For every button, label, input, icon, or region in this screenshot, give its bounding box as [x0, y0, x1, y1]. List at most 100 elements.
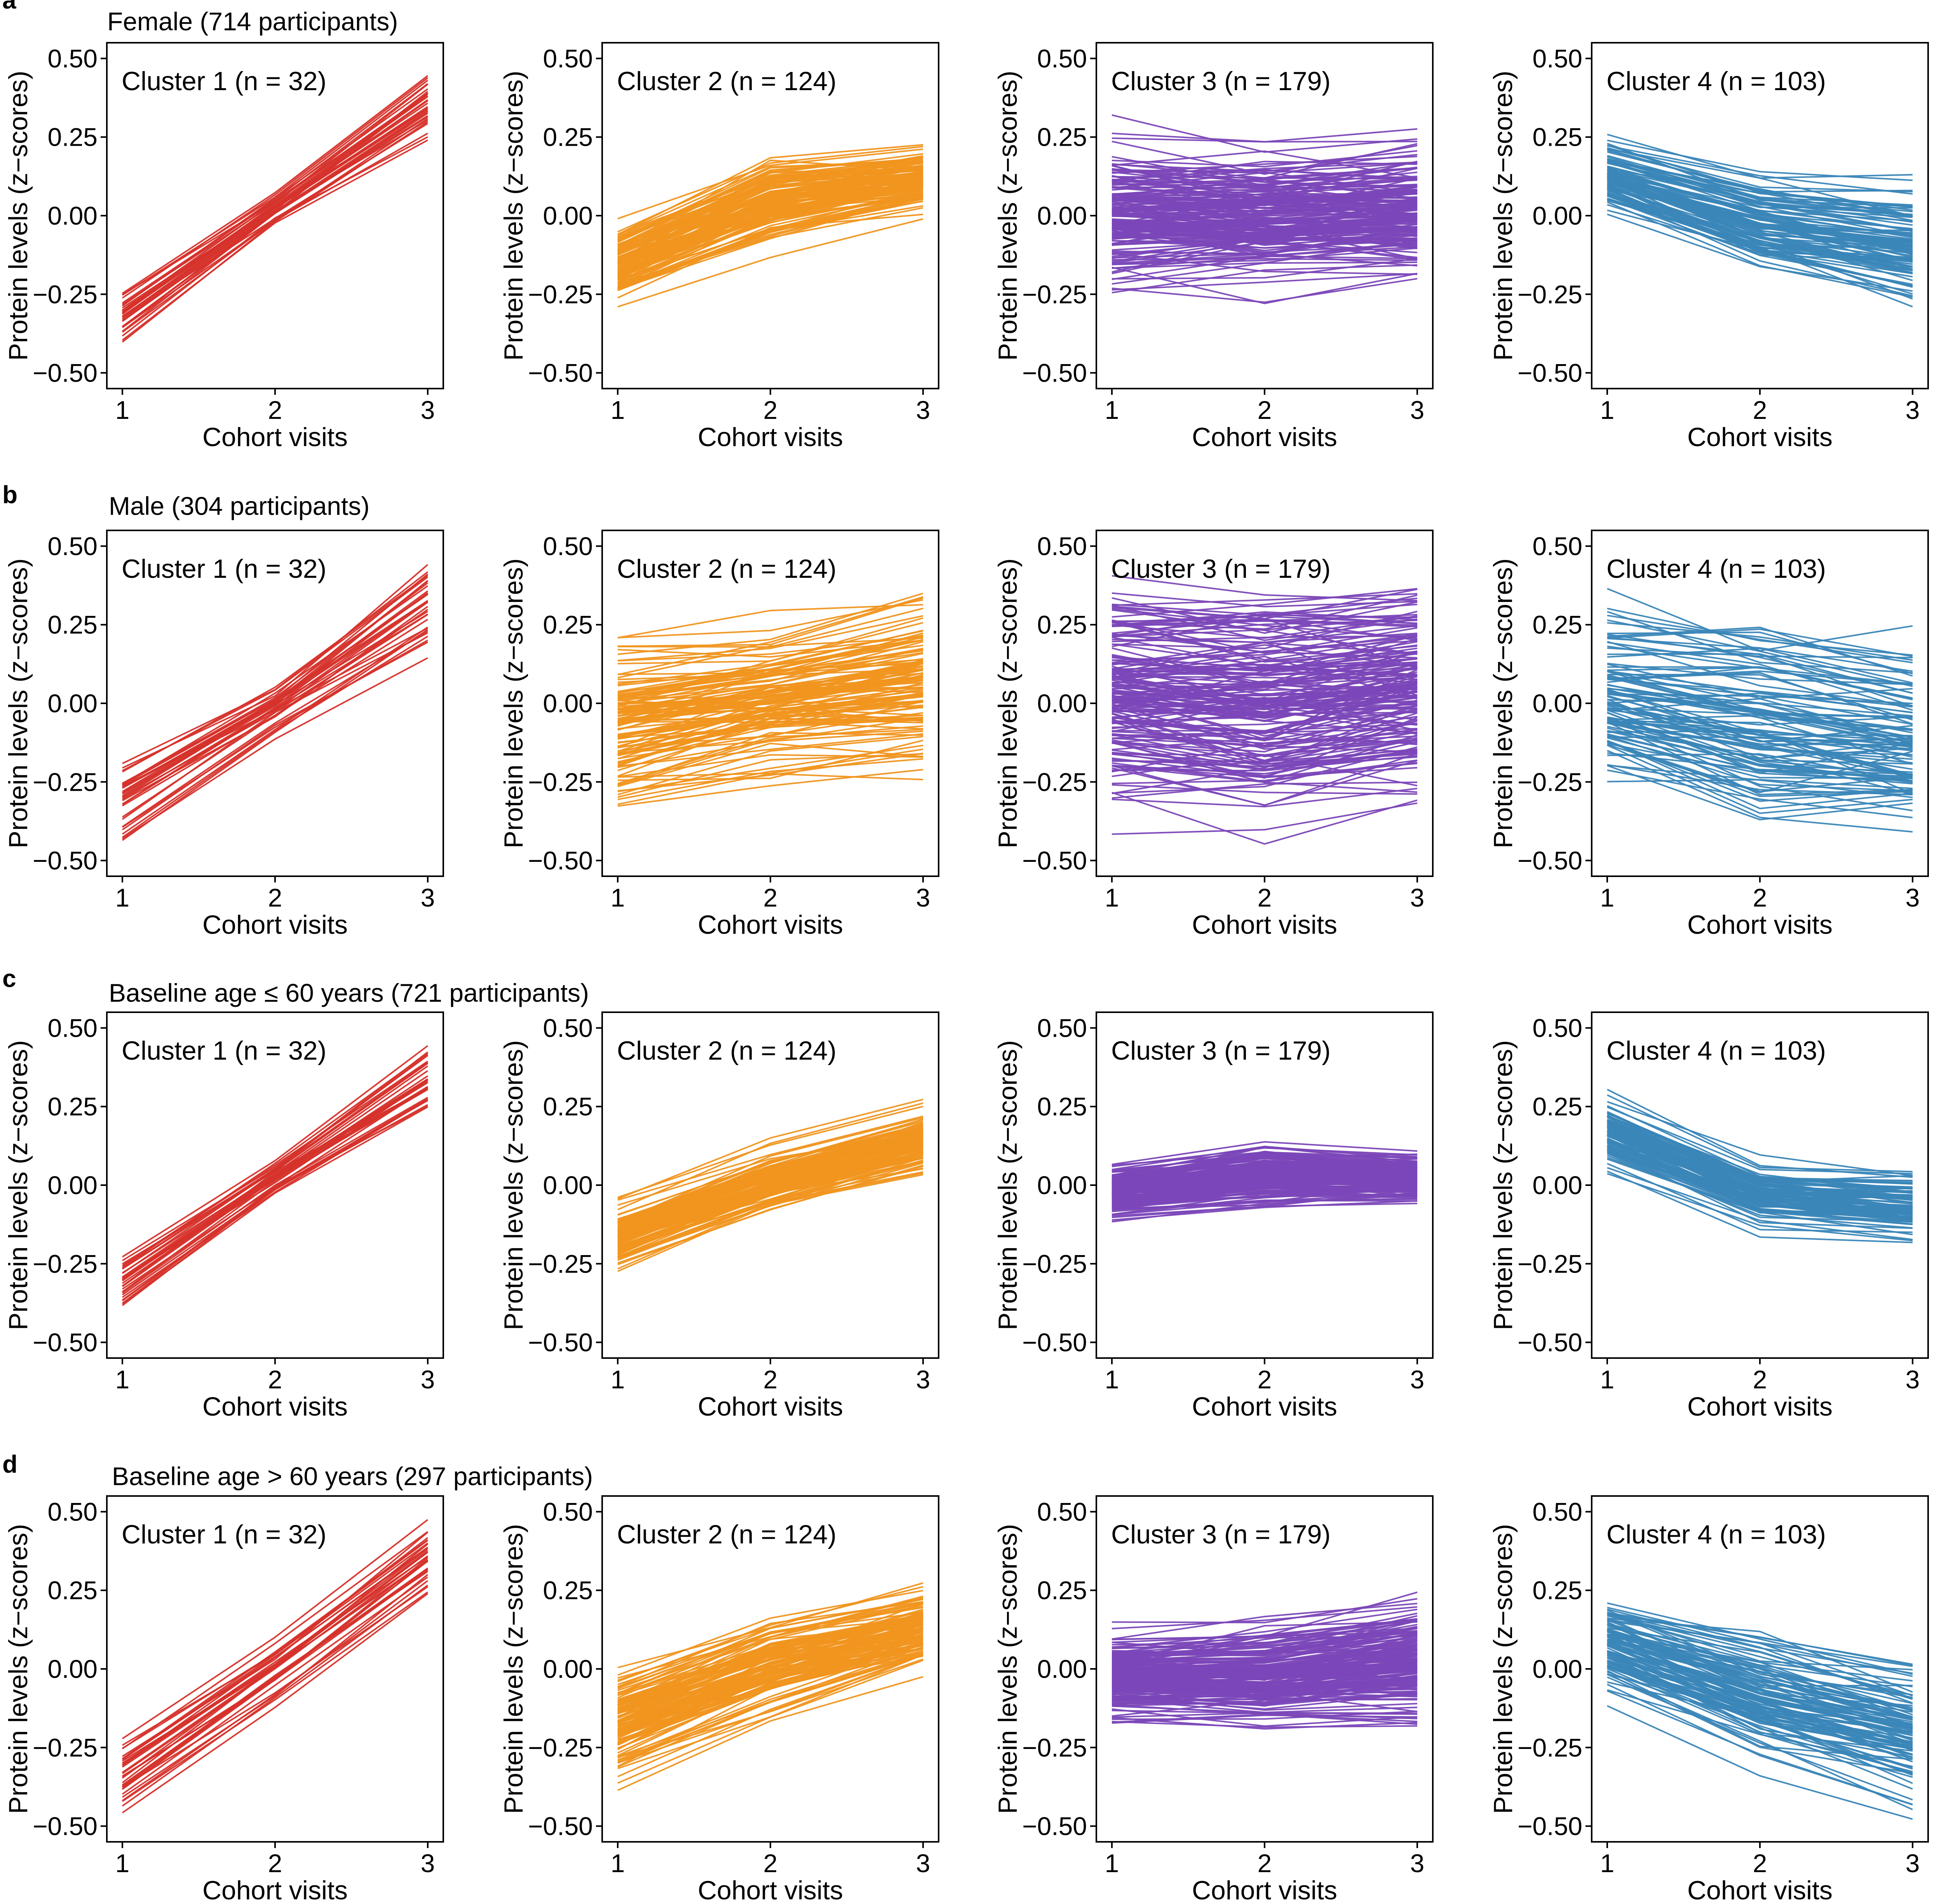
series-line — [1607, 1614, 1913, 1699]
series-line — [617, 630, 923, 685]
series-line — [1111, 169, 1418, 188]
series-line — [1111, 1688, 1418, 1702]
series-line — [1111, 214, 1418, 229]
series-line — [1111, 654, 1418, 684]
series-line — [1111, 638, 1418, 685]
series-line — [1111, 784, 1418, 795]
series-line — [1607, 1611, 1913, 1696]
series-lines — [617, 1582, 923, 1791]
series-line — [122, 1519, 429, 1740]
x-axis-label: Cohort visits — [202, 1876, 348, 1904]
series-line — [122, 136, 428, 337]
x-tick-label: 1 — [1600, 883, 1615, 912]
series-line — [1111, 1619, 1418, 1643]
series-line — [1111, 720, 1418, 794]
series-line — [617, 1105, 923, 1198]
series-line — [1111, 1717, 1418, 1730]
y-tick-label: −0.50 — [33, 359, 98, 387]
y-tick-label: 0.25 — [543, 610, 593, 639]
series-line — [1607, 1618, 1913, 1693]
series-lines — [1111, 575, 1418, 845]
series-line — [1607, 734, 1913, 778]
series-line — [1607, 161, 1913, 223]
series-line — [1607, 674, 1913, 721]
series-line — [617, 1161, 923, 1247]
series-line — [122, 1087, 428, 1287]
series-line — [1607, 1625, 1913, 1688]
series-line — [1607, 628, 1913, 657]
x-tick-label: 2 — [763, 883, 778, 912]
chart-panel-d-cluster-3: 0.50 0.25 0.00 −0.25 −0.50 1 2 3 Cohort visits Pr… — [993, 1495, 1434, 1904]
series-line — [1111, 1141, 1418, 1165]
series-line — [1111, 1644, 1418, 1670]
series-lines — [1607, 134, 1913, 308]
series-line — [1111, 202, 1418, 232]
y-axis-label: Protein levels (z−scores) — [499, 1524, 528, 1814]
x-tick-label: 1 — [611, 883, 625, 912]
series-line — [122, 576, 429, 772]
series-line — [617, 634, 923, 687]
cluster-label: Cluster 1 (n = 32) — [122, 66, 326, 96]
x-tick-label: 1 — [115, 883, 130, 912]
series-line — [122, 1576, 429, 1795]
series-line — [122, 632, 428, 820]
series-line — [1607, 1652, 1913, 1745]
series-line — [1607, 1633, 1913, 1758]
series-line — [1607, 689, 1913, 776]
series-line — [1111, 608, 1418, 640]
y-axis-label: Protein levels (z−scores) — [993, 1040, 1023, 1330]
series-line — [1111, 792, 1418, 845]
x-axis-label: Cohort visits — [698, 422, 843, 452]
series-line — [1111, 201, 1418, 225]
series-lines — [1111, 114, 1418, 304]
series-line — [1607, 1145, 1913, 1217]
cluster-label: Cluster 1 (n = 32) — [122, 554, 326, 584]
y-axis-label: Protein levels (z−scores) — [3, 1524, 33, 1814]
series-line — [617, 1102, 923, 1210]
y-tick-label: −0.25 — [528, 1733, 593, 1762]
series-line — [617, 758, 923, 800]
series-line — [617, 1144, 923, 1236]
series-line — [617, 604, 923, 639]
series-line — [1607, 1660, 1913, 1756]
series-line — [1607, 176, 1913, 243]
series-line — [122, 629, 429, 841]
series-line — [617, 1641, 923, 1749]
series-line — [617, 730, 923, 768]
series-line — [1111, 1608, 1418, 1649]
cluster-label: Cluster 3 (n = 179) — [1111, 1520, 1331, 1549]
chart-panel-b-cluster-4: 0.50 0.25 0.00 −0.25 −0.50 1 2 3 Cohort visits Pr… — [1488, 530, 1929, 940]
series-line — [1111, 224, 1418, 237]
series-line — [122, 95, 429, 311]
y-tick-label: −0.50 — [1022, 846, 1087, 875]
series-line — [1607, 1612, 1913, 1666]
series-line — [617, 672, 923, 704]
y-axis-label: Protein levels (z−scores) — [499, 1040, 528, 1330]
x-axis-label: Cohort visits — [202, 422, 348, 452]
series-line — [617, 695, 923, 713]
series-line — [1111, 611, 1418, 626]
series-line — [122, 1557, 429, 1787]
y-tick-label: 0.25 — [1037, 610, 1087, 639]
series-line — [617, 184, 923, 275]
series-line — [617, 707, 923, 739]
y-axis-label: Protein levels (z−scores) — [1488, 558, 1518, 848]
x-tick-label: 2 — [763, 1849, 778, 1878]
panel-letter-b: b — [2, 481, 17, 509]
y-tick-label: −0.50 — [528, 1328, 593, 1357]
y-tick-label: −0.50 — [1022, 359, 1087, 387]
series-line — [617, 615, 923, 661]
series-line — [617, 596, 923, 675]
x-tick-label: 3 — [916, 396, 930, 424]
y-tick-label: 0.50 — [543, 1497, 593, 1526]
y-tick-label: −0.25 — [1022, 767, 1087, 796]
y-axis-label: Protein levels (z−scores) — [499, 558, 528, 848]
series-line — [1607, 183, 1913, 262]
series-line — [617, 599, 923, 638]
series-line — [1111, 741, 1418, 777]
series-line — [1111, 676, 1418, 701]
y-tick-label: −0.50 — [528, 846, 593, 875]
series-line — [617, 188, 923, 288]
series-line — [1111, 214, 1418, 249]
series-line — [1111, 1713, 1418, 1723]
